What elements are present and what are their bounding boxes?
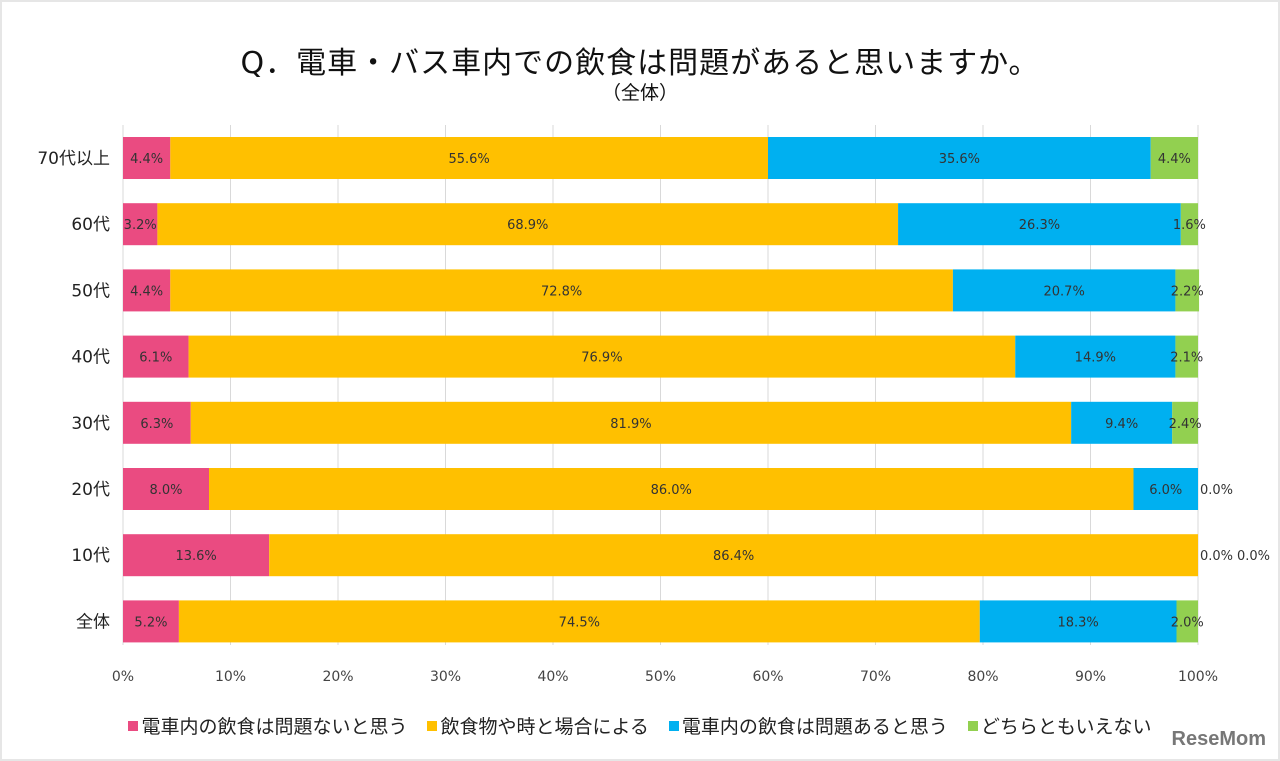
- y-category-label: 30代: [71, 414, 110, 434]
- bar-segment: [952, 269, 1176, 312]
- data-label: 18.3%: [1057, 615, 1098, 630]
- bar-segment: [1175, 269, 1200, 312]
- y-category-label: 60代: [71, 215, 110, 235]
- x-tick-label: 60%: [752, 669, 783, 685]
- y-category-label: 50代: [71, 281, 110, 301]
- data-label: 35.6%: [939, 152, 980, 167]
- bar-segment: [1071, 401, 1173, 444]
- bar-segment: [157, 203, 899, 246]
- data-label: 68.9%: [507, 218, 548, 233]
- x-tick-label: 10%: [215, 669, 246, 685]
- legend-item: 電車内の飲食は問題あると思う: [668, 712, 948, 739]
- bar-segment: [898, 203, 1181, 246]
- data-label: 2.2%: [1171, 284, 1204, 299]
- legend-label: 電車内の飲食は問題あると思う: [681, 716, 948, 738]
- data-label: 3.2%: [124, 218, 157, 233]
- data-label: 6.1%: [139, 351, 172, 366]
- bar-segment: [979, 600, 1177, 643]
- y-category-label: 10代: [71, 546, 110, 566]
- legend-swatch: [668, 720, 679, 731]
- legend-swatch: [427, 720, 438, 731]
- data-label: 4.4%: [1158, 152, 1191, 167]
- y-category-label: 全体: [76, 612, 110, 632]
- bar-segment: [1176, 600, 1198, 643]
- chart-subtitle: （全体）: [601, 82, 678, 104]
- legend-swatch: [128, 720, 139, 731]
- data-label: 5.2%: [134, 615, 167, 630]
- bar-segment: [123, 203, 158, 246]
- data-label: 4.4%: [130, 152, 163, 167]
- data-label: 2.1%: [1170, 351, 1203, 366]
- data-label: 0.0%: [1237, 549, 1270, 564]
- legend-swatch: [967, 720, 978, 731]
- data-label: 1.6%: [1173, 218, 1206, 233]
- bar-segment: [1133, 468, 1198, 510]
- data-label: 86.4%: [713, 549, 754, 564]
- data-label: 8.0%: [149, 483, 182, 498]
- bar-segment: [178, 600, 980, 643]
- data-label: 55.6%: [448, 152, 489, 167]
- data-label: 76.9%: [581, 351, 622, 366]
- data-label: 9.4%: [1105, 417, 1138, 432]
- data-label: 2.0%: [1171, 615, 1204, 630]
- bar-segment: [123, 600, 179, 643]
- chart-title: Q．電車・バス車内での飲食は問題があると思いますか。: [240, 46, 1040, 81]
- bar-segment: [190, 401, 1072, 444]
- data-label: 6.3%: [140, 417, 173, 432]
- x-tick-label: 90%: [1075, 669, 1106, 685]
- data-label: 2.4%: [1169, 417, 1202, 432]
- bar-segment: [269, 534, 1198, 577]
- data-label: 86.0%: [651, 483, 692, 498]
- data-label: 72.8%: [541, 284, 582, 299]
- bar-segment: [123, 269, 171, 312]
- x-tick-label: 0%: [112, 669, 134, 685]
- legend-item: 飲食物や時と場合による: [427, 712, 649, 739]
- resemom-logo: ReseMom: [1171, 728, 1266, 750]
- data-label: 74.5%: [559, 615, 600, 630]
- bar-segment: [123, 534, 270, 577]
- x-tick-label: 80%: [967, 669, 998, 685]
- legend-label: 電車内の飲食は問題ないと思う: [141, 716, 408, 738]
- x-tick-label: 100%: [1178, 669, 1218, 685]
- bar-segment: [123, 401, 191, 444]
- data-label: 0.0%: [1200, 483, 1233, 498]
- y-category-label: 70代以上: [37, 149, 110, 169]
- data-label: 14.9%: [1075, 351, 1116, 366]
- x-tick-label: 30%: [430, 669, 461, 685]
- bar-segment: [188, 335, 1016, 378]
- y-category-label: 20代: [71, 480, 110, 500]
- data-label: 13.6%: [175, 549, 216, 564]
- legend-label: どちらともいえない: [980, 716, 1152, 738]
- bar-segment: [123, 137, 171, 179]
- bar-segment: [170, 269, 953, 312]
- bar-segment: [170, 137, 769, 179]
- x-tick-label: 40%: [537, 669, 568, 685]
- bar-segment: [209, 468, 1134, 510]
- bar-segment: [1172, 401, 1198, 444]
- x-tick-label: 70%: [860, 669, 891, 685]
- data-label: 20.7%: [1044, 284, 1085, 299]
- bar-segment: [1180, 203, 1198, 246]
- data-label: 6.0%: [1149, 483, 1182, 498]
- legend: 電車内の飲食は問題ないと思う 飲食物や時と場合による 電車内の飲食は問題あると思う ど…: [0, 712, 1280, 739]
- bar-segment: [123, 335, 189, 378]
- bar-segment: [123, 468, 209, 510]
- bar-segment: [1175, 335, 1198, 378]
- bar-segment: [1150, 137, 1198, 179]
- data-label: 26.3%: [1019, 218, 1060, 233]
- bar-segment: [768, 137, 1151, 179]
- bar-segment: [1015, 335, 1176, 378]
- data-label: 81.9%: [610, 417, 651, 432]
- x-tick-label: 20%: [322, 669, 353, 685]
- legend-item: 電車内の飲食は問題ないと思う: [128, 712, 407, 739]
- data-label: 4.4%: [130, 284, 163, 299]
- legend-label: 飲食物や時と場合による: [440, 716, 649, 738]
- y-category-label: 40代: [71, 348, 110, 368]
- data-label: 0.0%: [1200, 549, 1233, 564]
- x-tick-label: 50%: [645, 669, 676, 685]
- legend-item: どちらともいえない: [967, 712, 1152, 739]
